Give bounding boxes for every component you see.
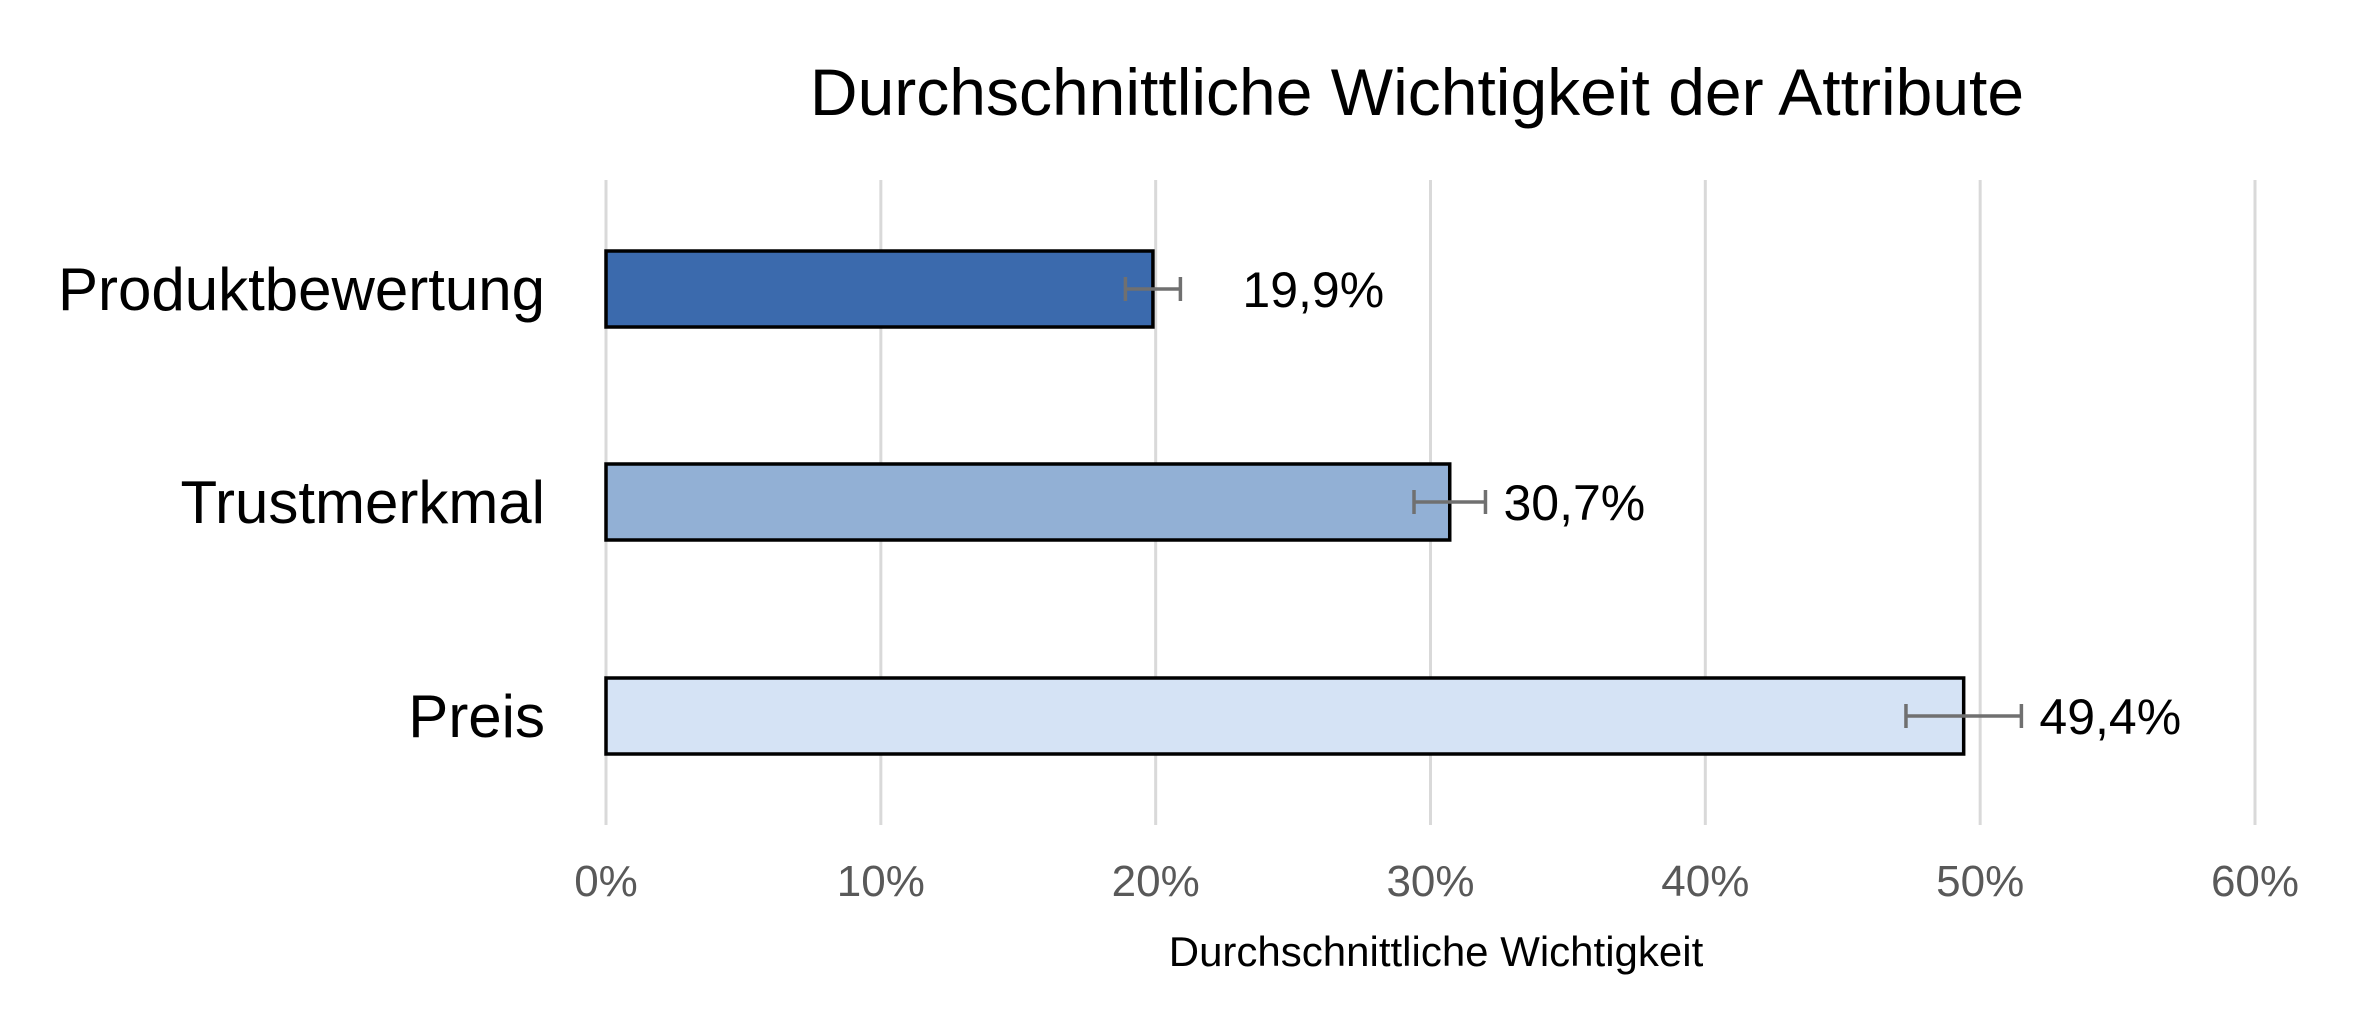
error-bar: [1412, 490, 1488, 514]
chart-title: Durchschnittliche Wichtigkeit der Attrib…: [810, 55, 2024, 129]
bar-preis: [604, 676, 1966, 756]
data-label: 30,7%: [1503, 475, 1645, 531]
error-bar: [1904, 704, 2024, 728]
bars: [604, 249, 1966, 756]
data-label: 19,9%: [1242, 262, 1384, 318]
x-tick-label: 30%: [1386, 857, 1474, 906]
error-bars: [1123, 277, 2024, 728]
bar-trustmerkmal: [604, 462, 1452, 542]
x-tick-label: 10%: [837, 857, 925, 906]
x-tick-label: 20%: [1112, 857, 1200, 906]
bar-produktbewertung: [604, 249, 1155, 329]
x-axis-title: Durchschnittliche Wichtigkeit: [1169, 928, 1704, 975]
x-tick-label: 0%: [574, 857, 638, 906]
category-label: Trustmerkmal: [181, 469, 545, 536]
x-tick-label: 50%: [1936, 857, 2024, 906]
data-label: 49,4%: [2039, 689, 2181, 745]
category-labels: Produktbewertung Trustmerkmal Preis: [58, 256, 545, 750]
x-tick-labels: 0% 10% 20% 30% 40% 50% 60%: [574, 857, 2299, 906]
category-label: Produktbewertung: [58, 256, 545, 323]
x-tick-label: 60%: [2211, 857, 2299, 906]
x-tick-label: 40%: [1661, 857, 1749, 906]
category-label: Preis: [408, 683, 545, 750]
error-bar: [1123, 277, 1183, 301]
data-labels: 19,9% 30,7% 49,4%: [1242, 262, 2181, 745]
